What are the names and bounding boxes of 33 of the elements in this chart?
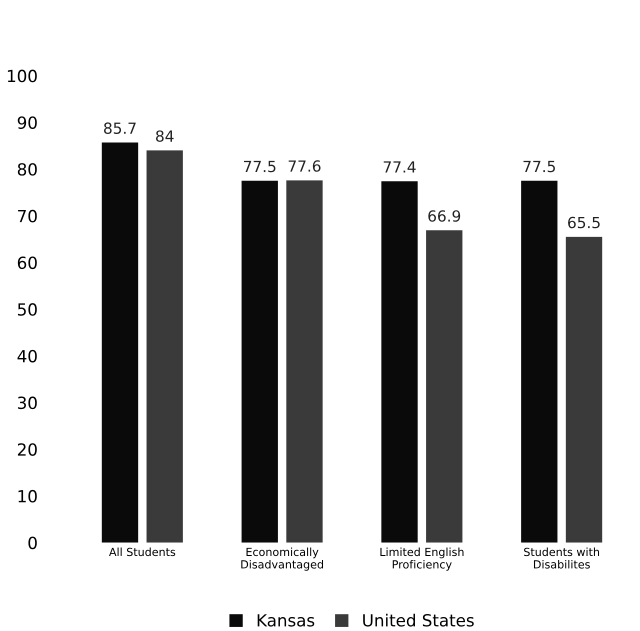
data-label: 77.5 (524, 160, 555, 172)
bar (286, 180, 323, 543)
x-tick-label: Limited English Proficiency (380, 548, 464, 571)
y-tick-label: 60 (18, 256, 37, 270)
legend-label: Kansas (258, 614, 314, 627)
data-label: 84 (156, 130, 174, 142)
bar (566, 236, 602, 543)
bar (381, 181, 418, 543)
data-label: 77.6 (288, 160, 321, 172)
x-tick-label: Economically Disadvantaged (241, 548, 324, 571)
y-tick-label: 30 (18, 396, 37, 410)
y-tick-label: 40 (18, 350, 37, 362)
y-tick-label: 90 (18, 116, 37, 129)
data-label: 77.5 (244, 160, 276, 172)
y-tick-label: 100 (8, 70, 37, 82)
bar (521, 180, 558, 543)
data-label: 65.5 (568, 216, 600, 228)
x-tick-label: Students with Disabilites (524, 548, 600, 569)
bar (146, 150, 183, 543)
x-tick-label: All Students (109, 548, 176, 556)
bar (242, 180, 278, 543)
y-tick-label: 80 (18, 163, 37, 176)
legend-label: United States (363, 614, 474, 627)
bar (102, 142, 138, 543)
y-tick-label: 0 (28, 536, 37, 550)
y-tick-label: 10 (18, 490, 37, 503)
data-label: 66.9 (428, 210, 460, 222)
data-label: 77.4 (384, 161, 416, 173)
bar (426, 230, 462, 543)
data-label: 85.7 (104, 122, 136, 134)
y-tick-label: 20 (18, 443, 37, 456)
y-tick-label: 70 (18, 210, 37, 222)
y-tick-label: 50 (18, 303, 37, 316)
